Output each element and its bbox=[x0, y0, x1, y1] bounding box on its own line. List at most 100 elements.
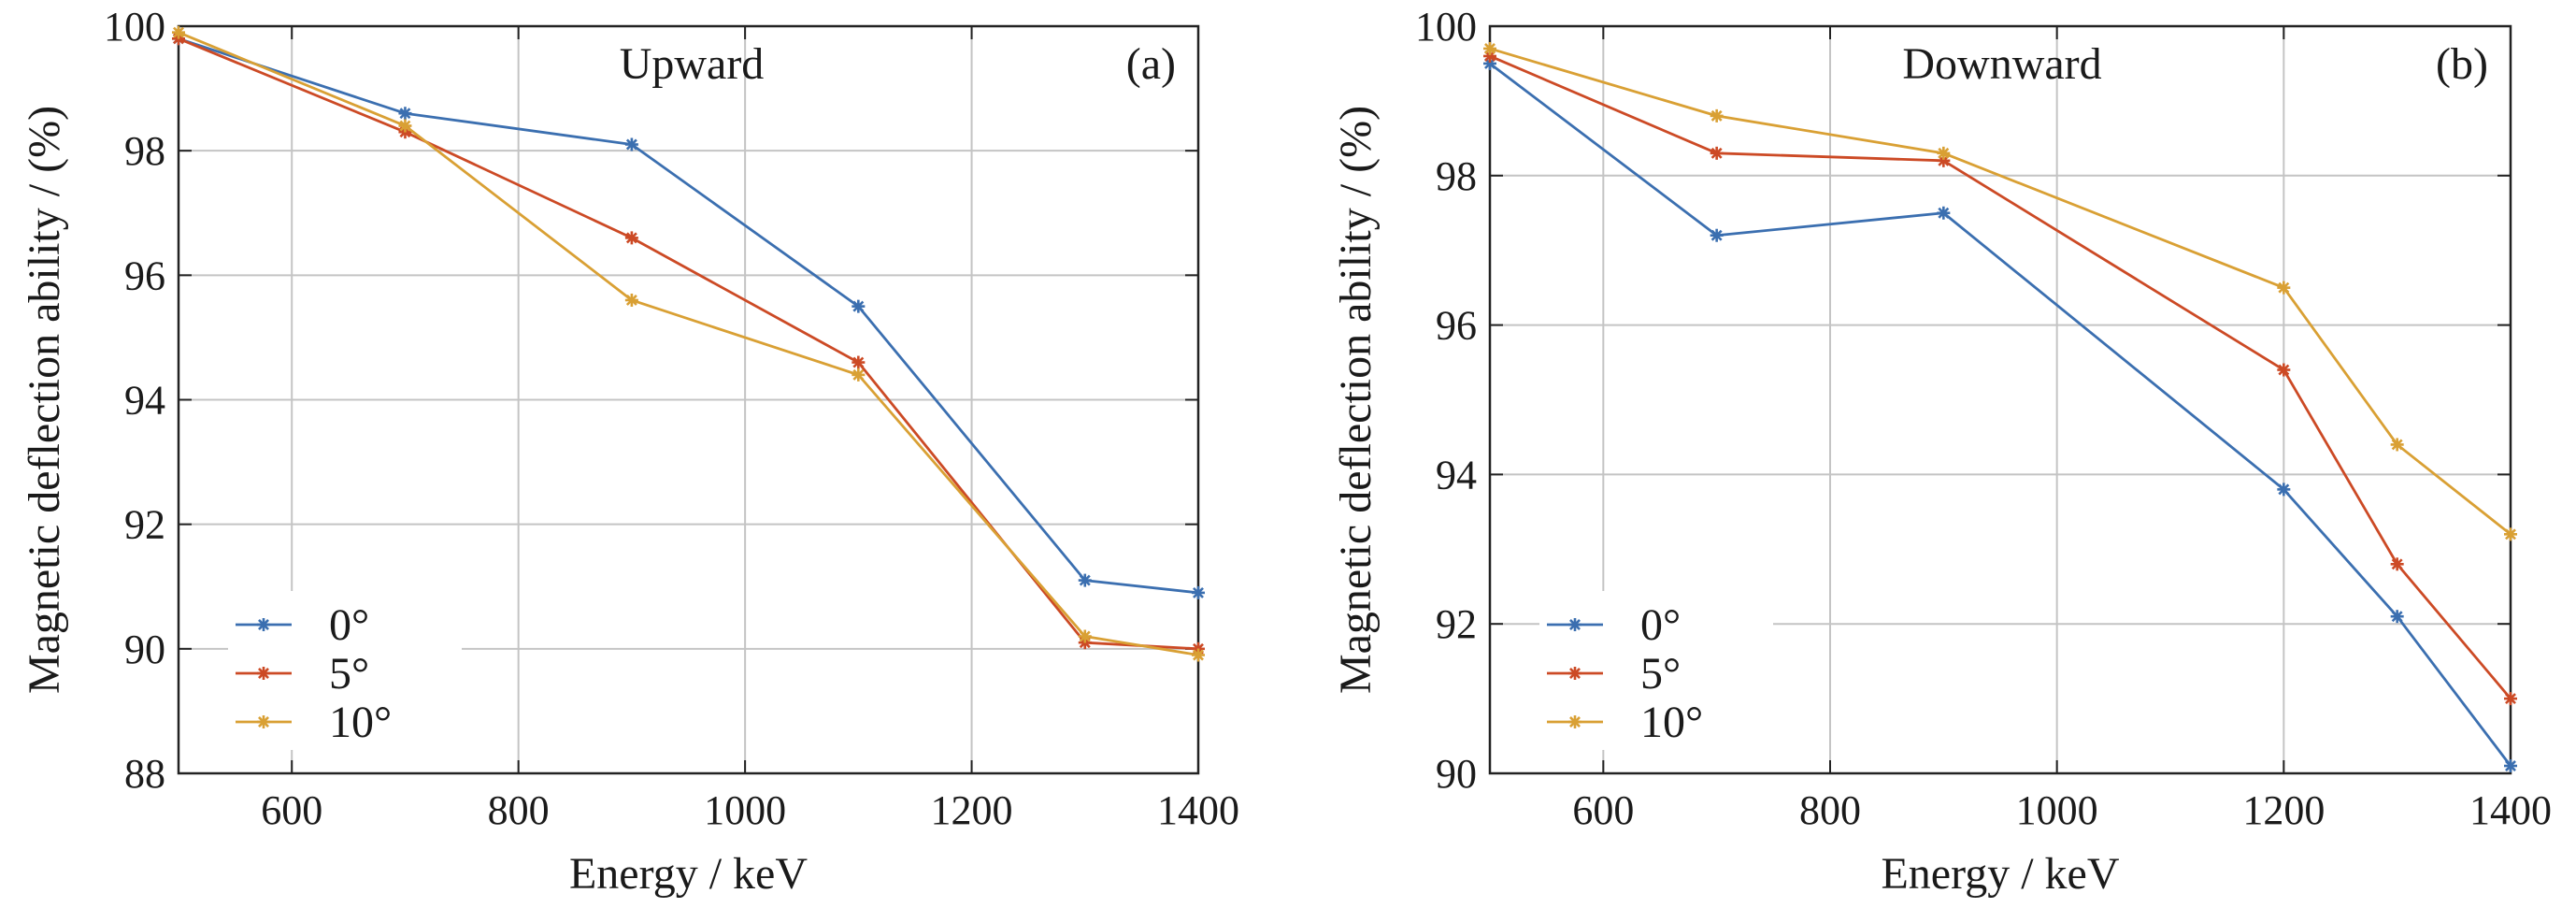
legend-label: 5° bbox=[329, 649, 369, 699]
marker-stroke bbox=[1710, 147, 1723, 159]
y-tick-label: 88 bbox=[124, 751, 165, 797]
legend-label: 5° bbox=[1640, 649, 1681, 699]
marker-stroke bbox=[1710, 109, 1723, 122]
y-tick-label: 92 bbox=[1436, 601, 1477, 647]
x-tick-label: 1200 bbox=[2242, 787, 2325, 833]
data-point bbox=[1710, 146, 1724, 160]
y-tick-label: 98 bbox=[1436, 153, 1477, 199]
panel-title: Upward bbox=[620, 39, 765, 89]
data-point bbox=[624, 137, 638, 151]
legend-marker bbox=[257, 618, 270, 631]
y-tick-label: 94 bbox=[1436, 452, 1477, 497]
marker-stroke bbox=[1079, 630, 1091, 642]
marker-stroke bbox=[2391, 611, 2403, 623]
y-tick-label: 94 bbox=[124, 378, 165, 424]
marker-stroke bbox=[2505, 760, 2516, 771]
marker-stroke bbox=[258, 619, 269, 630]
legend-label: 0° bbox=[329, 600, 369, 650]
legend-label: 10° bbox=[329, 698, 392, 747]
legend-marker bbox=[257, 667, 270, 680]
legend-marker bbox=[1568, 667, 1581, 680]
data-point bbox=[2277, 483, 2291, 497]
y-tick-label: 96 bbox=[1436, 303, 1477, 349]
panel-label: (b) bbox=[2436, 39, 2488, 89]
data-point bbox=[2277, 363, 2291, 377]
legend-label: 10° bbox=[1640, 698, 1703, 747]
y-axis-label: Magnetic deflection ability / (%) bbox=[1331, 106, 1381, 694]
legend-marker bbox=[1568, 618, 1581, 631]
data-point bbox=[398, 119, 412, 133]
data-point bbox=[1192, 648, 1205, 662]
legend-label: 0° bbox=[1640, 600, 1681, 650]
marker-stroke bbox=[1193, 649, 1204, 661]
marker-stroke bbox=[258, 716, 269, 728]
marker-stroke bbox=[852, 356, 865, 368]
marker-stroke bbox=[625, 232, 637, 244]
marker-stroke bbox=[852, 300, 865, 312]
panel-label: (a) bbox=[1126, 39, 1176, 89]
data-point bbox=[1937, 206, 1951, 220]
chart-panel-b: 600 800 1000 1200 1400 90 92 94 96 98 100 Energy / … bbox=[1331, 4, 2552, 899]
x-tick-label: 600 bbox=[1572, 787, 1634, 833]
data-point bbox=[1192, 585, 1205, 599]
marker-stroke bbox=[399, 108, 411, 120]
x-axis-label: Energy / keV bbox=[1881, 849, 2119, 899]
data-point bbox=[1483, 41, 1496, 55]
data-point bbox=[2277, 281, 2291, 295]
y-tick-label: 98 bbox=[124, 128, 165, 174]
series-line-0 bbox=[1489, 62, 2512, 767]
data-point bbox=[1937, 146, 1951, 160]
marker-stroke bbox=[1938, 207, 1950, 219]
data-point bbox=[624, 293, 638, 307]
marker-stroke bbox=[852, 368, 865, 381]
marker-stroke bbox=[1569, 619, 1581, 630]
data-point bbox=[2390, 610, 2404, 624]
marker-stroke bbox=[173, 26, 184, 38]
data-point bbox=[624, 231, 638, 245]
y-tick-label: 92 bbox=[124, 502, 165, 548]
series-line-0 bbox=[178, 36, 1199, 595]
data-point bbox=[1710, 228, 1724, 242]
marker-stroke bbox=[258, 668, 269, 679]
marker-stroke bbox=[2505, 693, 2516, 705]
marker-stroke bbox=[2391, 439, 2403, 451]
marker-stroke bbox=[2278, 281, 2290, 294]
data-point bbox=[2504, 692, 2517, 706]
marker-stroke bbox=[1938, 147, 1950, 159]
data-point bbox=[1078, 629, 1092, 643]
y-tick-label: 100 bbox=[1415, 4, 1477, 50]
data-point bbox=[2504, 527, 2517, 541]
marker-stroke bbox=[2391, 558, 2403, 570]
y-axis-label: Magnetic deflection ability / (%) bbox=[20, 106, 69, 694]
marker-stroke bbox=[1569, 668, 1581, 679]
series-line-2 bbox=[178, 31, 1199, 656]
data-point bbox=[852, 355, 866, 369]
data-point bbox=[2390, 438, 2404, 452]
y-tick-label: 90 bbox=[124, 627, 165, 672]
x-tick-label: 1400 bbox=[2469, 787, 2552, 833]
y-tick-label: 96 bbox=[124, 252, 165, 298]
marker-stroke bbox=[625, 295, 637, 306]
x-axis-label: Energy / keV bbox=[569, 849, 808, 899]
y-tick-label: 100 bbox=[104, 4, 165, 50]
marker-stroke bbox=[1484, 43, 1496, 54]
data-point bbox=[1078, 573, 1092, 587]
data-point bbox=[172, 25, 185, 39]
series-line-2 bbox=[1489, 47, 2512, 536]
series-line-1 bbox=[178, 37, 1199, 651]
marker-stroke bbox=[1710, 229, 1723, 241]
x-tick-label: 600 bbox=[261, 787, 322, 833]
x-tick-label: 1000 bbox=[2016, 787, 2098, 833]
axes-frame bbox=[1488, 24, 2512, 775]
marker-stroke bbox=[2278, 364, 2290, 376]
legend-marker bbox=[1568, 715, 1581, 728]
x-tick-label: 1000 bbox=[704, 787, 786, 833]
panel-title: Downward bbox=[1902, 39, 2101, 89]
x-tick-label: 1200 bbox=[931, 787, 1013, 833]
axes-frame bbox=[177, 24, 1200, 775]
data-point bbox=[852, 299, 866, 313]
data-point bbox=[2390, 557, 2404, 571]
chart-panel-a: 600 800 1000 1200 1400 88 90 92 94 96 98 100 Energy … bbox=[20, 4, 1239, 899]
marker-stroke bbox=[1569, 716, 1581, 728]
marker-stroke bbox=[399, 120, 411, 132]
